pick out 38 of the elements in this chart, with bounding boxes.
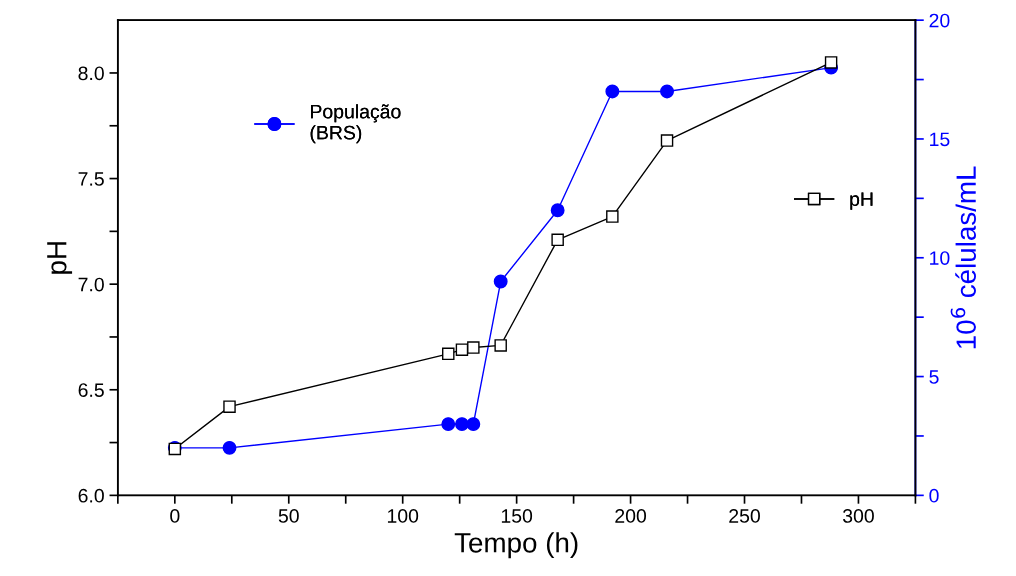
x-tick-label: 100 — [387, 509, 419, 523]
point — [606, 210, 619, 223]
point — [441, 417, 456, 432]
y2-tick-label: 20 — [929, 13, 950, 28]
y2-tick-label: 5 — [929, 370, 939, 384]
point — [455, 343, 469, 356]
y-tick-label: 6.0 — [78, 488, 104, 503]
point — [223, 400, 236, 413]
y-tick-label: 8.0 — [78, 66, 104, 81]
x-tick-label: 50 — [278, 509, 299, 523]
point — [494, 339, 507, 352]
point — [466, 417, 481, 432]
point — [442, 347, 455, 361]
point — [551, 233, 564, 247]
x-tick-label: 150 — [501, 509, 533, 523]
y2-tick-label: 0 — [929, 488, 939, 503]
legend-label: População (BRS) — [310, 104, 401, 144]
point — [824, 56, 838, 69]
point — [493, 274, 508, 289]
x-tick-label: 300 — [842, 509, 874, 523]
legend-label: pH — [850, 192, 873, 210]
y-tick-label: 7.0 — [78, 277, 104, 292]
x-tick-label: 0 — [170, 509, 180, 523]
point — [222, 440, 237, 455]
y-tick-label: 7.5 — [78, 172, 104, 186]
y2-axis-title: 10$^{6}$ células/mL — [950, 166, 976, 349]
point — [660, 134, 674, 147]
x-tick-label: 200 — [615, 509, 647, 523]
y2-tick-label: 15 — [930, 132, 950, 147]
y2-tick-label: 10 — [930, 251, 950, 265]
x-tick-label: 250 — [729, 509, 760, 523]
y-axis-title: pH — [47, 242, 73, 274]
x-axis-title: Tempo (h) — [454, 532, 578, 559]
y-tick-label: 6.5 — [78, 383, 104, 397]
point — [550, 203, 565, 218]
point — [455, 417, 469, 432]
point — [605, 84, 620, 99]
point — [660, 84, 674, 99]
